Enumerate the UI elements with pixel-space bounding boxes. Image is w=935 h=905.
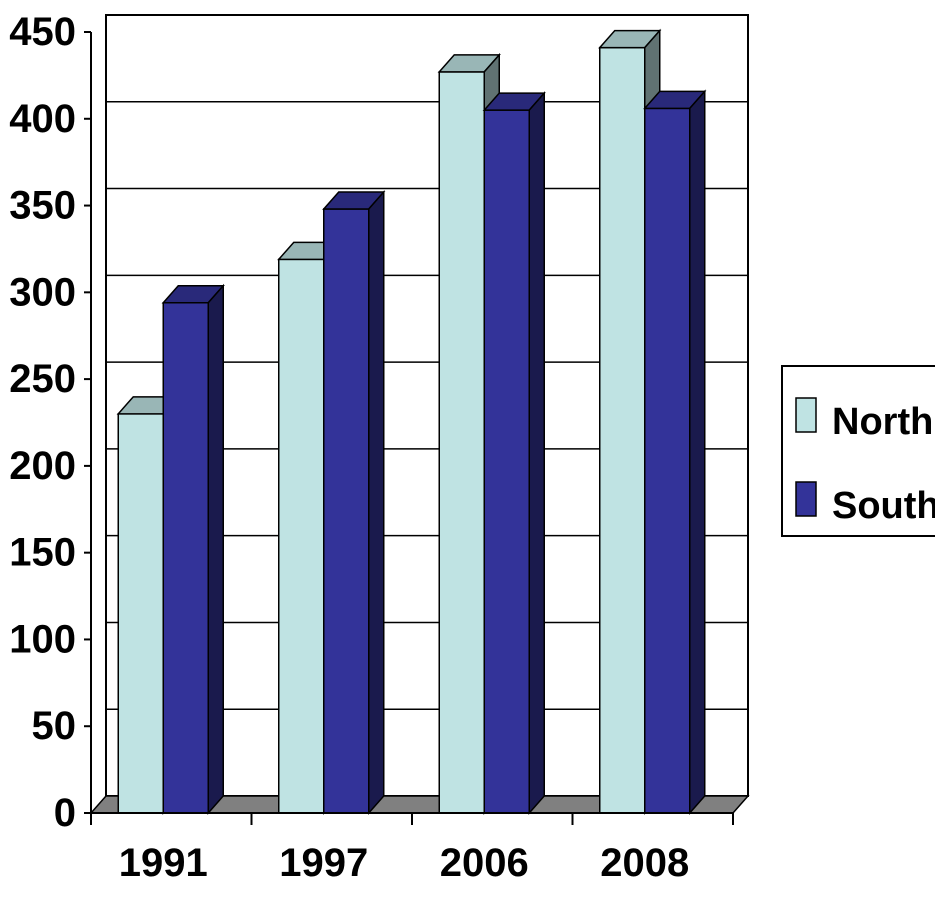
y-tick-label: 450 [9,10,76,54]
x-tick-label: 1997 [279,841,368,885]
y-tick-label: 250 [9,357,76,401]
x-tick-label: 2006 [440,841,529,885]
y-tick-label: 300 [9,270,76,314]
y-tick-label: 100 [9,617,76,661]
legend: North South [781,365,935,537]
bar-side-south-1997 [368,190,385,815]
y-tick-label: 150 [9,531,76,575]
legend-label-north: North [832,401,933,443]
x-tick-label: 2008 [600,841,689,885]
axes [84,31,734,825]
bar-side-south-2008 [689,89,706,815]
legend-label-south: South [832,485,935,527]
bar-north-1991 [117,413,164,814]
legend-swatch-north [795,397,817,433]
y-tick-label: 0 [54,791,76,835]
bar-south-1997 [323,208,370,814]
y-axis-tick-labels: 0 50 100 150 200 250 300 350 400 450 [9,10,76,835]
legend-swatch-south [795,481,817,517]
y-tick-label: 400 [9,97,76,141]
bar-north-2008 [599,46,646,814]
x-tick-label: 1991 [119,841,208,885]
bar-south-2006 [483,109,530,814]
bar-north-1997 [278,258,325,814]
x-axis-tick-labels: 1991 1997 2006 2008 [119,841,689,885]
bars-group [116,28,707,815]
y-tick-label: 350 [9,184,76,228]
bar-south-2008 [644,107,691,814]
y-tick-label: 50 [32,704,77,748]
bar-south-1991 [162,301,209,814]
y-tick-label: 200 [9,444,76,488]
bar-north-2006 [438,71,485,814]
bar-side-south-1991 [207,283,224,815]
bar-side-south-2006 [528,91,545,815]
